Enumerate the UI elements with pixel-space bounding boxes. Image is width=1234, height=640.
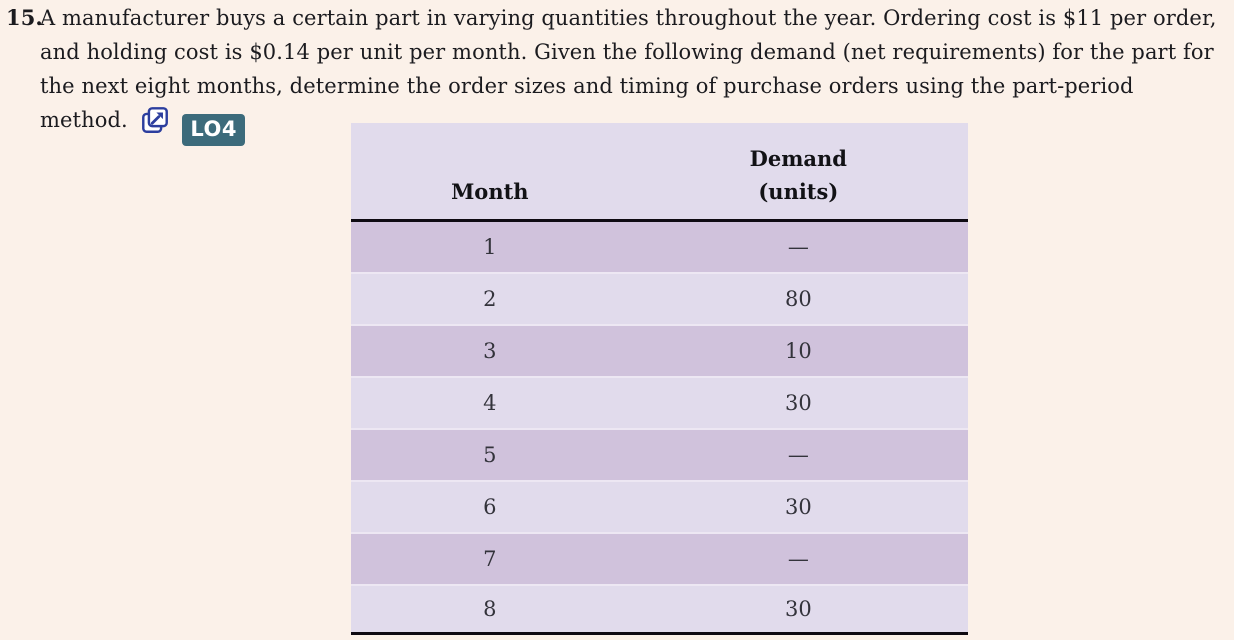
month-column-header: Month: [351, 123, 629, 222]
month-cell: 7: [351, 532, 629, 585]
table-row: 3 10: [351, 324, 968, 377]
demand-cell: 30: [628, 376, 968, 429]
month-cell: 6: [351, 480, 629, 533]
table-row: 7 —: [351, 532, 968, 585]
demand-cell: —: [628, 532, 968, 585]
month-cell: 4: [351, 376, 629, 429]
demand-cell: 80: [628, 272, 968, 325]
month-cell: 3: [351, 324, 629, 377]
month-cell: 2: [351, 272, 629, 325]
demand-cell: 30: [628, 584, 968, 635]
demand-header-line2: (units): [758, 179, 839, 204]
table-row: 6 30: [351, 480, 968, 533]
demand-table: Month Demand (units) 1 — 2 80 3 10 4 30 …: [351, 123, 968, 635]
external-link-icon[interactable]: [140, 105, 170, 135]
demand-header-line1: Demand: [749, 146, 847, 171]
problem-number: 15.: [6, 5, 43, 30]
problem-statement: 15. A manufacturer buys a certain part i…: [0, 1, 1228, 146]
demand-cell: —: [628, 220, 968, 273]
problem-text: A manufacturer buys a certain part in va…: [40, 6, 1217, 132]
lo4-badge[interactable]: LO4: [182, 114, 245, 146]
month-cell: 1: [351, 220, 629, 273]
demand-cell: —: [628, 428, 968, 481]
table-row: 1 —: [351, 220, 968, 273]
table-row: 5 —: [351, 428, 968, 481]
table-row: 8 30: [351, 584, 968, 635]
demand-column-header: Demand (units): [628, 123, 968, 222]
month-cell: 8: [351, 584, 629, 635]
month-cell: 5: [351, 428, 629, 481]
table-row: 4 30: [351, 376, 968, 429]
demand-cell: 10: [628, 324, 968, 377]
table-row: 2 80: [351, 272, 968, 325]
table-header-row: Month Demand (units): [351, 123, 968, 222]
demand-cell: 30: [628, 480, 968, 533]
